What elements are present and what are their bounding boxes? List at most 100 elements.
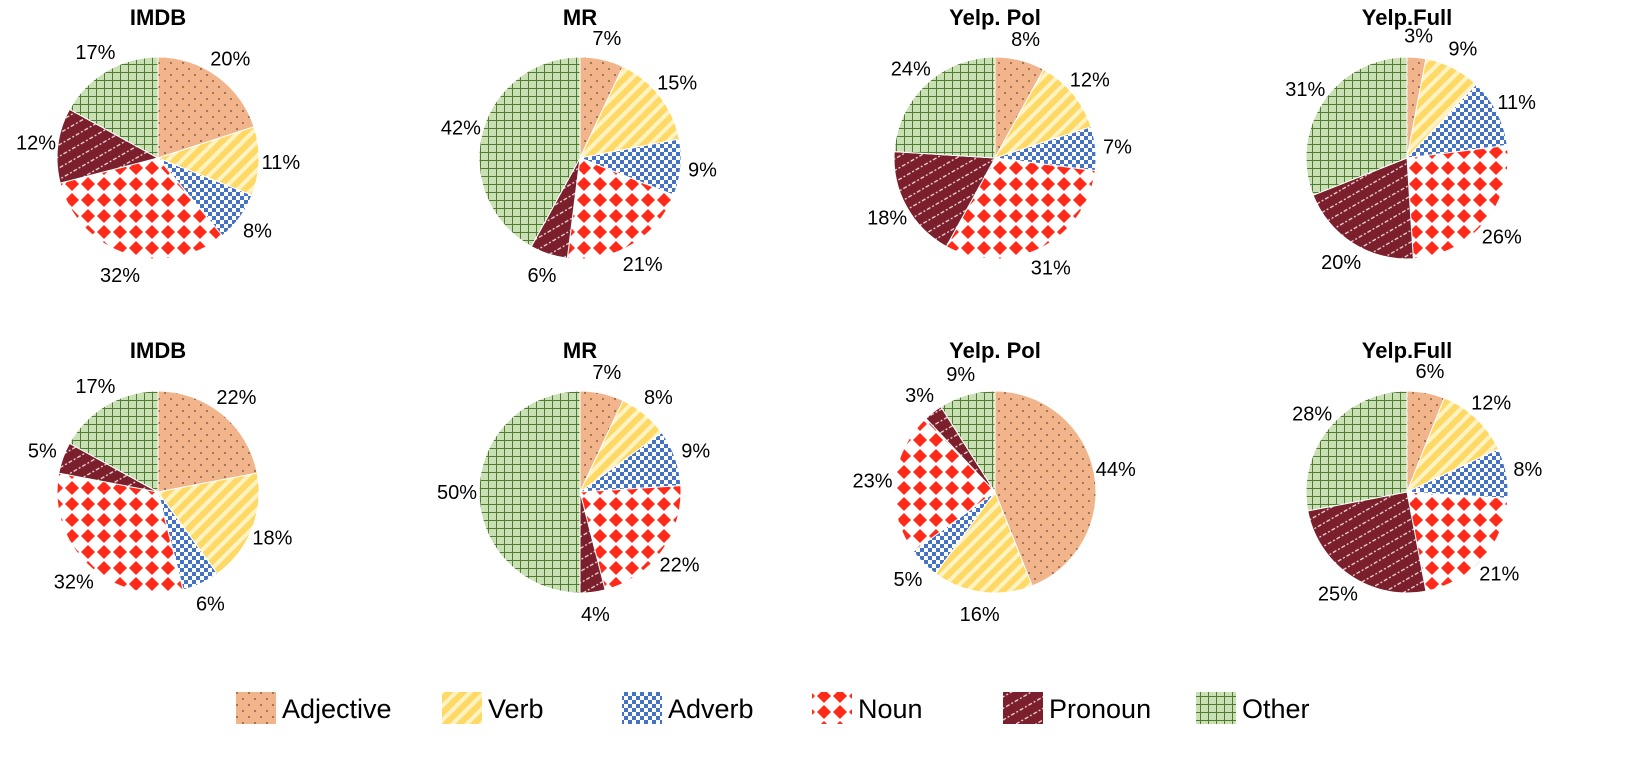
pie-title: Yelp. Pol — [949, 338, 1041, 363]
legend-item-adverb: Adverb — [622, 692, 754, 724]
legend-item-noun: Noun — [812, 692, 923, 724]
pie-slice-pronoun — [56, 108, 160, 184]
legend-swatch — [1196, 692, 1236, 724]
pie-data-label: 21% — [1479, 563, 1519, 585]
pie-data-label: 18% — [867, 207, 907, 229]
legend-label: Adverb — [668, 694, 754, 724]
pie-slice-pronoun — [1312, 157, 1414, 260]
pie-slice-noun — [1406, 144, 1509, 260]
pie-data-label: 32% — [100, 265, 140, 287]
legend-swatch — [236, 692, 276, 724]
pie-slice-noun — [59, 157, 224, 260]
pie-slice-verb — [993, 68, 1092, 159]
pie-slice-verb — [579, 65, 680, 159]
pie-slice-other — [478, 390, 581, 594]
pie-data-label: 18% — [252, 527, 292, 549]
pie-data-label: 15% — [657, 73, 697, 95]
pie-data-label: 7% — [592, 362, 621, 384]
pie-data-label: 50% — [437, 482, 477, 504]
pie-data-label: 28% — [1292, 404, 1332, 426]
pie-title: Yelp. Pol — [949, 5, 1041, 30]
pie-data-label: 9% — [688, 160, 717, 182]
pie-data-label: 21% — [623, 254, 663, 276]
pie-data-label: 42% — [441, 117, 481, 139]
legend-label: Other — [1242, 694, 1310, 724]
pie-slice-other — [68, 56, 159, 159]
pie-title: MR — [563, 338, 597, 363]
pie-data-label: 31% — [1285, 79, 1325, 101]
legend-swatch — [442, 692, 482, 724]
pie-data-label: 9% — [681, 440, 710, 462]
pie-slice-pronoun — [893, 151, 996, 248]
pie-data-label: 5% — [894, 569, 923, 591]
pie-slice-noun — [945, 157, 1096, 260]
pie-data-label: 20% — [1321, 252, 1361, 274]
pie-slice-adverb — [1405, 83, 1508, 159]
pie-slice-verb — [156, 126, 260, 196]
pie-charts: IMDB 20% 11% 8% 32% 12% 17% 7% 15% 9% 21% 6% 42% MR… — [16, 5, 1542, 626]
pie-data-label: 22% — [216, 387, 256, 409]
pie-data-label: 8% — [1513, 459, 1542, 481]
pie-slice-other — [940, 390, 996, 494]
pie-title: Yelp.Full — [1362, 338, 1452, 363]
pie-slice-other — [1305, 56, 1408, 196]
pie-data-label: 11% — [1497, 92, 1536, 114]
pie-data-label: 9% — [946, 364, 975, 386]
pie-data-label: 20% — [210, 49, 250, 71]
pie-data-label: 7% — [1103, 136, 1132, 158]
pie-slice-other — [478, 56, 581, 248]
pie-data-label: 25% — [1318, 584, 1358, 606]
legend-item-adjective: Adjective — [236, 692, 392, 724]
legend-label: Noun — [858, 694, 923, 724]
legend: Adjective Verb Adverb Noun Pronoun Other — [236, 692, 1310, 724]
legend-label: Pronoun — [1049, 694, 1151, 724]
pie-data-label: 4% — [581, 604, 610, 626]
pie-data-label: 6% — [196, 593, 225, 615]
pie-slice-noun — [893, 417, 996, 553]
pie-data-label: 12% — [1471, 392, 1511, 414]
pie-data-label: 6% — [1416, 361, 1445, 383]
pie-data-label: 5% — [28, 440, 57, 462]
pie-data-label: 16% — [960, 604, 1000, 626]
legend-label: Verb — [488, 694, 544, 724]
pie-slice-verb — [934, 490, 1033, 594]
pie-slice-adjective — [157, 56, 255, 159]
pie-chart-2: MR 8% 12% 7% 31% 18% 24% — [563, 5, 1132, 280]
legend-item-other: Other — [1196, 692, 1310, 724]
pie-slice-adjective — [994, 390, 1097, 587]
pie-data-label: 8% — [644, 387, 673, 409]
pie-slice-noun — [566, 157, 675, 260]
pie-slice-pronoun — [1307, 491, 1427, 594]
legend-label: Adjective — [282, 694, 392, 724]
pie-data-label: 12% — [1070, 70, 1110, 92]
pie-data-label: 3% — [905, 385, 934, 407]
pie-chart-4: Yelp.Full 22% 18% 6% 32% 5% 17% — [28, 5, 1452, 615]
pie-data-label: 3% — [1404, 26, 1433, 48]
pie-data-label: 8% — [1011, 29, 1040, 51]
pie-data-label: 9% — [1448, 38, 1477, 60]
pie-title: IMDB — [130, 338, 186, 363]
pie-slice-verb — [1406, 397, 1500, 493]
legend-swatch — [812, 692, 852, 724]
pie-title: IMDB — [130, 5, 186, 30]
pie-data-label: 7% — [592, 28, 621, 50]
legend-swatch — [622, 692, 662, 724]
legend-item-verb: Verb — [442, 692, 544, 724]
pie-data-label: 17% — [75, 42, 115, 64]
pie-data-label: 12% — [16, 133, 56, 155]
legend-item-pronoun: Pronoun — [1003, 692, 1151, 724]
pie-slice-verb — [157, 472, 260, 575]
pie-data-label: 26% — [1482, 226, 1522, 248]
pie-data-label: 32% — [54, 572, 94, 594]
pie-slice-noun — [56, 472, 184, 594]
pie-chart-7: Yelp. Pol 6% 12% 8% 21% 25% 28% — [949, 338, 1542, 606]
pie-data-label: 23% — [852, 470, 892, 492]
pie-slice-noun — [579, 485, 682, 591]
pie-slice-adjective — [157, 390, 258, 493]
legend-swatch — [1003, 692, 1043, 724]
pie-chart-6: MR 44% 16% 5% 23% 3% 9% — [563, 338, 1136, 626]
pie-slice-other — [893, 56, 996, 159]
pie-chart-3: Yelp. Pol 3% 9% 11% 26% 20% 31% — [949, 5, 1536, 274]
pie-data-label: 44% — [1096, 459, 1136, 481]
